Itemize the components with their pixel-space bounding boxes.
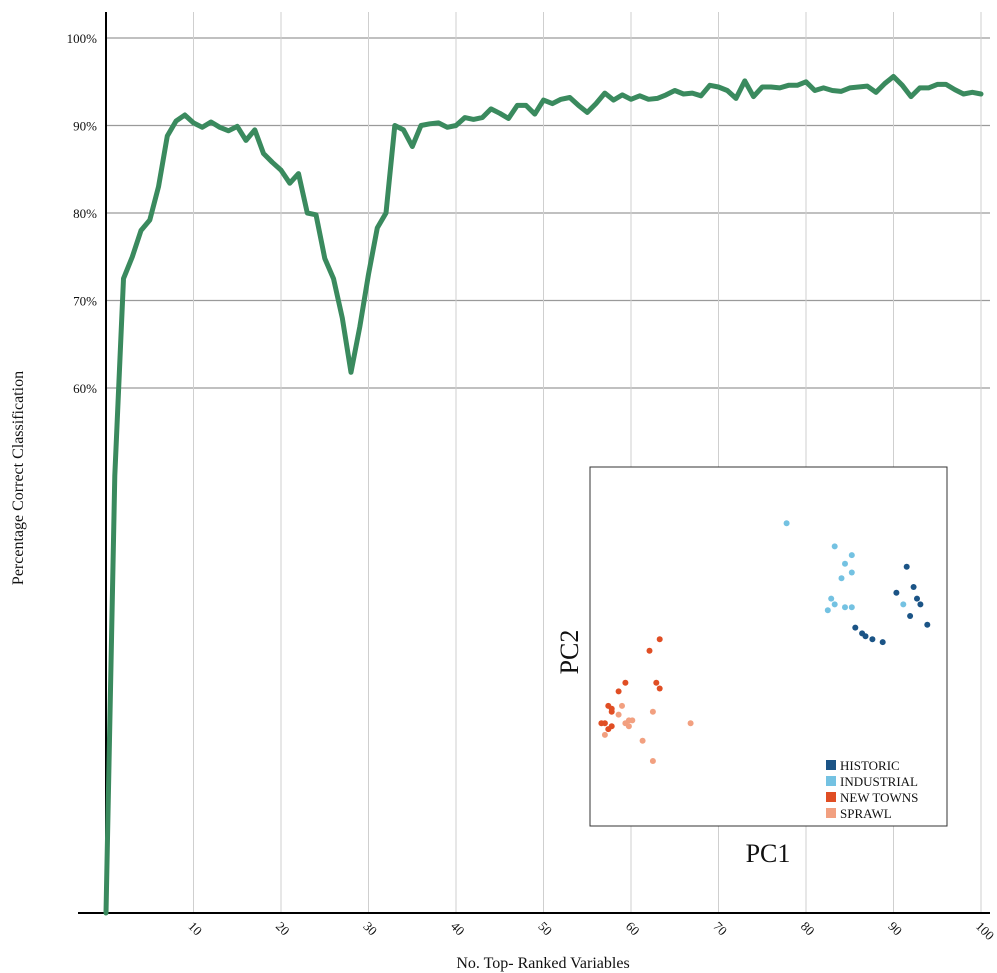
scatter-point-industrial — [842, 560, 848, 567]
x-tick-label: 30 — [360, 919, 380, 939]
scatter-point-industrial — [900, 601, 907, 608]
scatter-point-historic — [917, 601, 924, 608]
scatter-point-industrial — [831, 543, 838, 550]
x-tick-label: 40 — [448, 919, 468, 939]
scatter-point-new-towns — [605, 726, 612, 733]
x-tick-label: 20 — [273, 919, 293, 939]
legend-swatch — [826, 760, 836, 770]
scatter-point-historic — [903, 563, 910, 570]
scatter-point-new-towns — [615, 688, 622, 695]
scatter-point-industrial — [783, 520, 790, 527]
scatter-point-new-towns — [646, 647, 653, 654]
scatter-point-industrial — [824, 607, 831, 614]
scatter-point-sprawl — [649, 758, 656, 764]
scatter-point-sprawl — [601, 731, 608, 738]
scatter-point-new-towns — [656, 636, 663, 643]
y-gridlines — [106, 37, 990, 389]
legend-swatch — [826, 808, 836, 818]
scatter-point-industrial — [831, 601, 838, 608]
scatter-point-historic — [910, 584, 917, 590]
scatter-point-new-towns — [598, 720, 605, 727]
scatter-point-industrial — [848, 604, 855, 611]
y-tick-label: 70% — [73, 294, 97, 309]
scatter-point-new-towns — [653, 679, 660, 686]
scatter-point-new-towns — [608, 708, 615, 715]
scatter-point-sprawl — [629, 717, 636, 724]
scatter-point-sprawl — [625, 723, 632, 730]
scatter-point-industrial — [848, 552, 855, 559]
scatter-point-sprawl — [687, 720, 694, 727]
scatter-point-sprawl — [649, 708, 656, 715]
x-tick-label: 10 — [185, 919, 205, 939]
x-tick-label: 60 — [623, 919, 643, 939]
legend-label: NEW TOWNS — [840, 790, 918, 805]
inset-frame — [589, 466, 948, 827]
scatter-point-industrial — [828, 595, 835, 602]
accuracy-line — [103, 74, 984, 916]
legend-label: SPRAWL — [840, 806, 892, 821]
scatter-point-historic — [924, 621, 931, 628]
accuracy-series — [103, 74, 984, 916]
scatter-point-historic — [862, 633, 869, 640]
scatter-point-historic — [879, 639, 886, 646]
y-tick-label: 60% — [73, 381, 97, 396]
inset-x-label: PC1 — [746, 839, 791, 868]
scatter-point-sprawl — [619, 702, 625, 709]
scatter-point-historic — [869, 636, 876, 643]
scatter-point-historic — [852, 624, 859, 631]
x-tick-label: 70 — [710, 919, 730, 939]
scatter-point-industrial — [842, 604, 848, 611]
inset-y-label: PC2 — [555, 630, 584, 675]
legend-label: INDUSTRIAL — [840, 774, 918, 789]
legend-swatch — [826, 792, 836, 802]
scatter-point-historic — [893, 589, 900, 596]
y-tick-label: 90% — [73, 119, 97, 134]
scatter-point-new-towns — [622, 679, 629, 686]
x-tick-label: 80 — [798, 919, 818, 939]
legend-swatch — [826, 776, 836, 786]
x-tick-labels: 10 20 30 40 50 60 70 80 90 100 — [185, 919, 997, 943]
x-tick-label: 90 — [885, 919, 905, 939]
y-tick-label: 100% — [67, 31, 98, 46]
y-tick-label: 80% — [73, 206, 97, 221]
y-tick-labels: 60% 70% 80% 90% 100% — [67, 31, 98, 396]
pca-scatter-points — [598, 520, 931, 764]
scatter-point-industrial — [838, 575, 845, 582]
scatter-point-sprawl — [615, 711, 622, 718]
x-axis-label: No. Top- Ranked Variables — [456, 955, 629, 972]
scatter-point-new-towns — [656, 685, 663, 692]
x-tick-label: 50 — [535, 919, 555, 939]
y-axis-label: Percentage Correct Classification — [10, 371, 27, 585]
scatter-point-sprawl — [639, 737, 646, 744]
scatter-point-industrial — [848, 569, 855, 576]
legend-label: HISTORIC — [840, 758, 900, 773]
x-tick-label: 100 — [973, 919, 997, 943]
scatter-point-historic — [914, 595, 920, 602]
scatter-point-historic — [907, 613, 914, 619]
